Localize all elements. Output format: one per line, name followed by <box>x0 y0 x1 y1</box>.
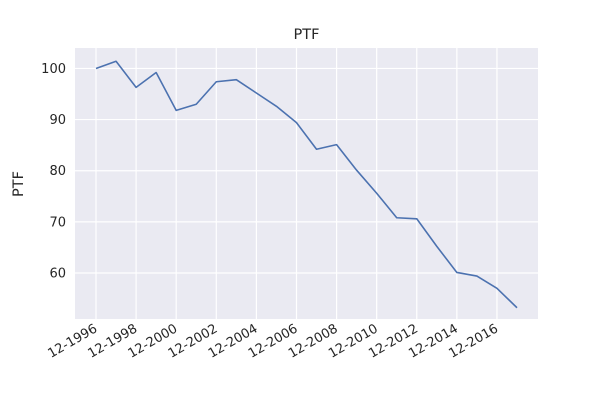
series-line-layer <box>95 60 518 309</box>
y-tick-labels: 60 70 80 90 100 <box>41 62 66 282</box>
y-tick-label: 90 <box>49 113 66 128</box>
ptf-series-line <box>95 60 518 309</box>
grid-lines <box>75 48 538 319</box>
plot-background <box>75 48 538 319</box>
y-tick-label: 60 <box>49 266 66 281</box>
y-tick-label: 80 <box>49 164 66 179</box>
chart-title: PTF <box>294 27 320 43</box>
y-axis-label: PTF <box>11 171 27 197</box>
y-tick-label: 100 <box>41 62 66 77</box>
x-tick-labels: 12-199612-199812-200012-200212-200412-20… <box>45 321 501 361</box>
y-tick-label: 70 <box>49 215 66 230</box>
